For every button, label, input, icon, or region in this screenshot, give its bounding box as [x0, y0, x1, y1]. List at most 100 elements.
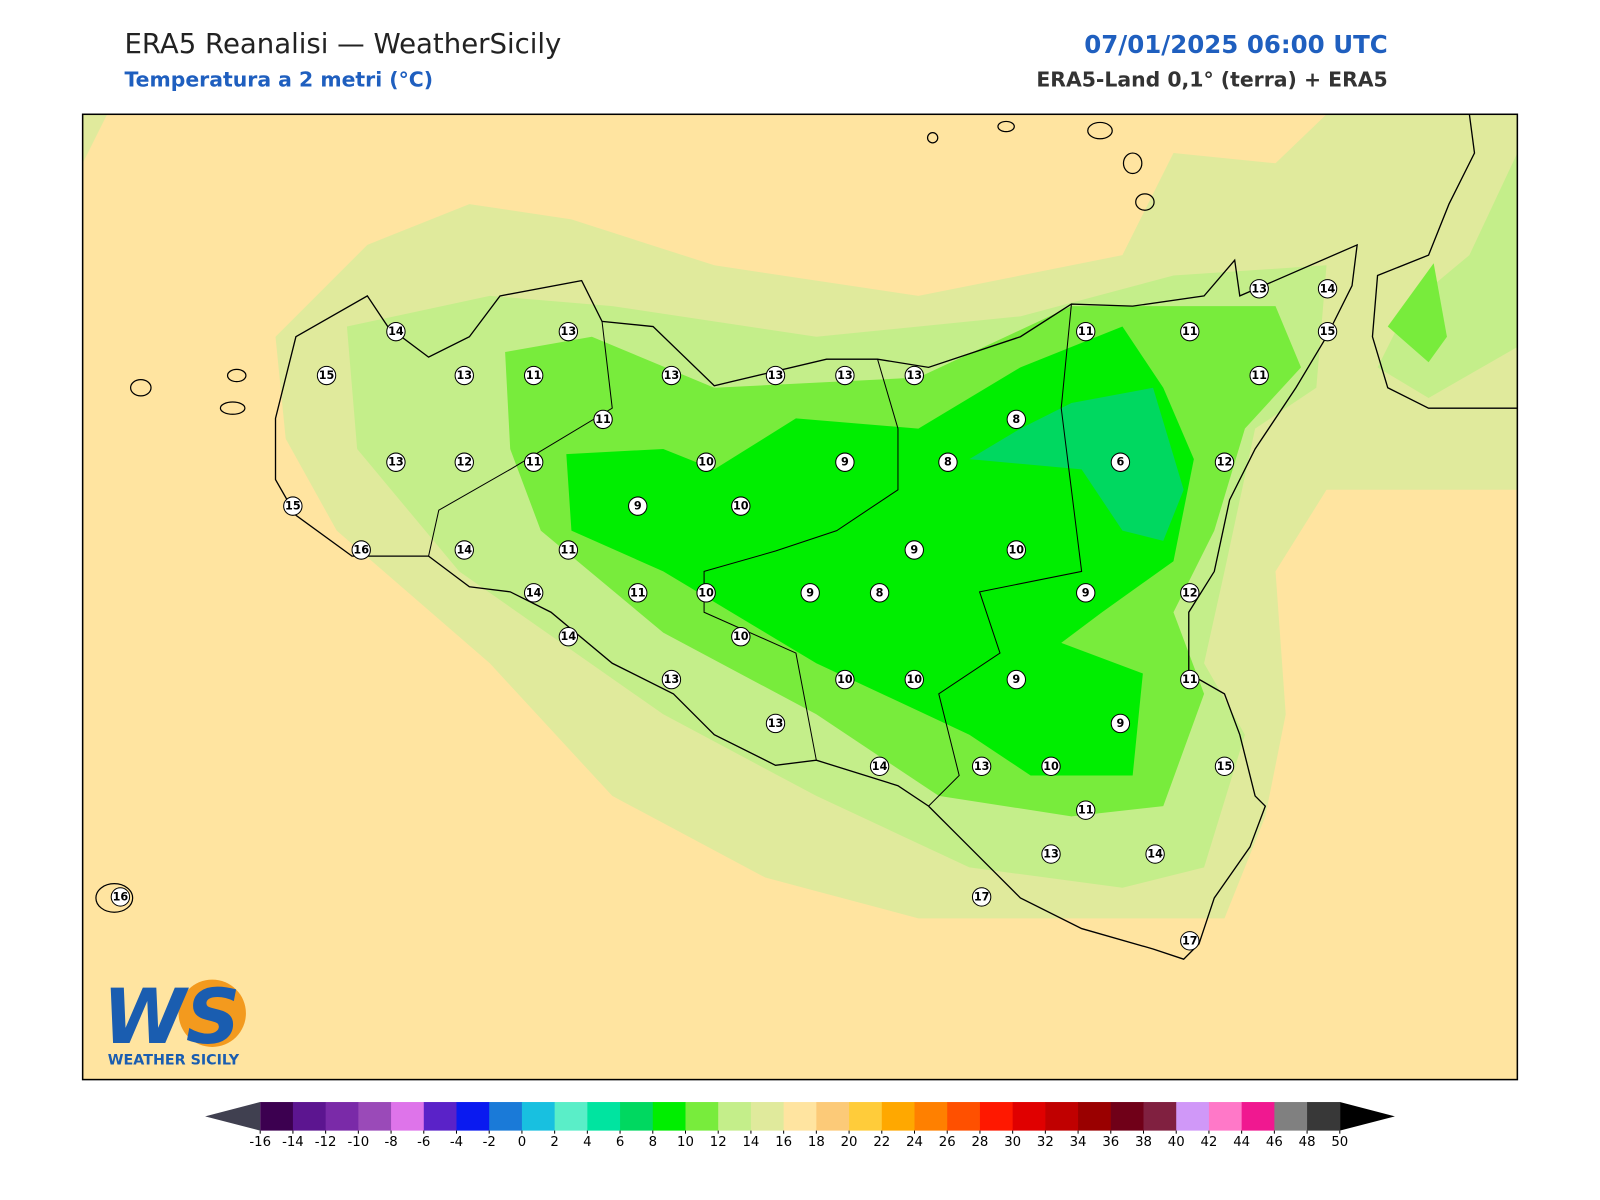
station-value: 13	[768, 369, 784, 382]
station-marker	[1041, 756, 1061, 777]
colorbar-swatch	[1110, 1102, 1145, 1131]
datetime: 07/01/2025 06:00 UTC	[1084, 30, 1388, 59]
station: 11	[1249, 365, 1269, 386]
station-value: 16	[113, 890, 129, 903]
station-value: 14	[388, 325, 404, 338]
colorbar-swatch	[292, 1102, 327, 1131]
station: 9	[904, 540, 924, 560]
colorbar-swatch	[914, 1102, 948, 1131]
station: 15	[1214, 756, 1235, 777]
station-value: 11	[526, 456, 542, 469]
colorbar-swatch	[391, 1102, 425, 1131]
station-marker	[454, 365, 474, 386]
station: 13	[904, 365, 924, 386]
station-value: 13	[664, 673, 680, 686]
station-marker	[869, 756, 890, 777]
station-marker	[1006, 409, 1027, 430]
colorbar-swatch	[260, 1102, 294, 1131]
station: 10	[731, 627, 751, 647]
station: 9	[800, 583, 820, 603]
colorbar-tick-label: 26	[939, 1135, 956, 1150]
station-value: 13	[974, 760, 990, 773]
station-value: 11	[1182, 325, 1198, 338]
station: 11	[1180, 669, 1200, 690]
station-marker	[523, 452, 544, 472]
border	[703, 359, 899, 761]
logo-text: WEATHER SICILY	[108, 1052, 240, 1068]
island	[1135, 193, 1155, 211]
station-marker	[386, 321, 406, 342]
station-value: 15	[1217, 760, 1233, 773]
colorbar-tick-label: 6	[616, 1135, 624, 1150]
station-marker	[1006, 540, 1027, 560]
temperature-area	[969, 387, 1184, 541]
island	[95, 883, 134, 913]
border	[428, 321, 613, 557]
station-marker	[1110, 452, 1131, 472]
border	[928, 304, 1083, 807]
colorbar-tick-label: 42	[1200, 1135, 1217, 1150]
station-value: 14	[1320, 282, 1336, 295]
station: 10	[696, 583, 716, 603]
station-marker	[696, 583, 716, 603]
station-value: 15	[319, 369, 335, 382]
station-marker	[558, 540, 579, 560]
station-marker	[454, 452, 474, 472]
station-marker	[1249, 279, 1269, 299]
station-marker	[1180, 321, 1200, 342]
station-value: 14	[456, 544, 472, 557]
station-marker	[1006, 669, 1027, 690]
station: 14	[386, 321, 406, 342]
station: 9	[1076, 583, 1096, 603]
station: 12	[1180, 583, 1200, 603]
colorbar-swatch	[620, 1102, 654, 1131]
map: 14 13 15 13 11 13 13 13 13 11 11 13 14 15 11 11 8 13 12 11 1…	[82, 114, 1518, 1080]
station-value: 13	[664, 369, 680, 382]
station: 12	[454, 452, 474, 472]
colorbar-tick-label: -2	[483, 1135, 496, 1150]
station-value: 11	[1078, 804, 1094, 817]
station-value: 11	[1078, 325, 1094, 338]
station: 10	[1006, 540, 1027, 560]
station-value: 11	[1251, 369, 1267, 382]
colorbar-swatch	[881, 1102, 916, 1131]
colorbar-swatch	[685, 1102, 719, 1131]
colorbar-swatch	[816, 1102, 850, 1131]
colorbar-tick-label: 46	[1266, 1135, 1283, 1150]
station: 8	[869, 583, 890, 603]
station-marker	[904, 669, 924, 690]
station-value: 10	[698, 456, 714, 469]
station-marker	[1180, 669, 1200, 690]
station-value: 15	[285, 500, 301, 513]
colorbar-swatch	[750, 1102, 785, 1131]
station-value: 13	[768, 717, 784, 730]
station-marker	[523, 365, 544, 386]
station-marker	[628, 496, 648, 516]
colorbar-swatch	[1241, 1102, 1275, 1131]
station-value: 14	[561, 630, 577, 643]
station: 11	[593, 409, 613, 430]
station-marker	[558, 627, 579, 647]
station: 11	[523, 365, 544, 386]
station-value: 12	[1217, 456, 1233, 469]
station-marker	[800, 583, 820, 603]
station-value: 8	[876, 586, 884, 599]
colorbar-swatch	[587, 1102, 621, 1131]
station-marker	[904, 540, 924, 560]
station-marker	[1076, 321, 1096, 342]
station-value: 11	[1182, 673, 1198, 686]
colorbar-swatch	[554, 1102, 588, 1131]
station-value: 11	[595, 413, 611, 426]
station: 11	[1076, 800, 1096, 820]
station: 10	[835, 669, 855, 690]
station-marker	[1076, 583, 1096, 603]
colorbar-tick-label: 0	[518, 1135, 526, 1150]
station-value: 9	[806, 586, 814, 599]
island	[1122, 152, 1143, 175]
station-marker	[904, 365, 924, 386]
station-marker	[869, 583, 890, 603]
station-marker	[1214, 756, 1235, 777]
station-value: 9	[634, 500, 642, 513]
colorbar-under	[205, 1102, 261, 1131]
colorbar-swatch	[1307, 1102, 1341, 1131]
